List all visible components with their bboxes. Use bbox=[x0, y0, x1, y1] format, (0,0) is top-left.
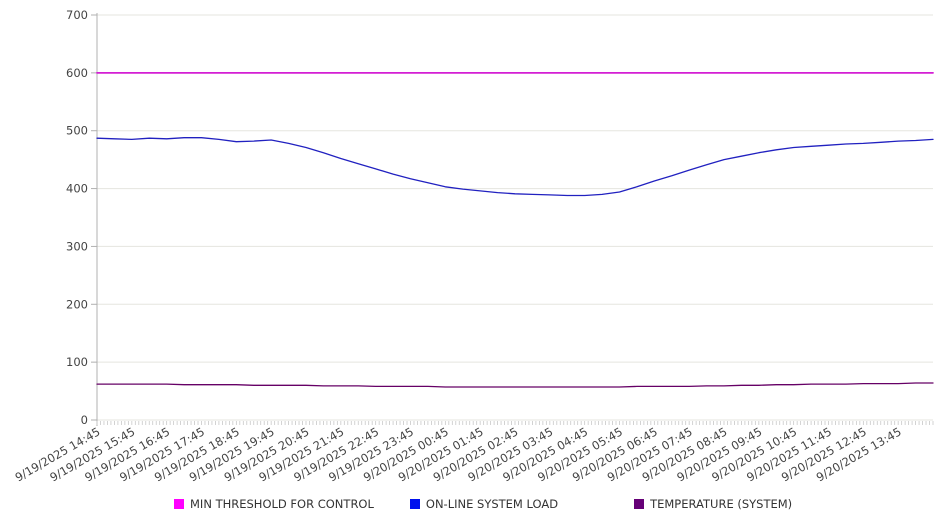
legend-label-temperature: TEMPERATURE (SYSTEM) bbox=[650, 497, 793, 511]
y-tick-label: 100 bbox=[66, 355, 88, 369]
y-axis: 0 100 200 300 400 500 600 700 bbox=[66, 8, 98, 427]
y-tick-label: 500 bbox=[66, 124, 88, 138]
legend-item-temperature: TEMPERATURE (SYSTEM) bbox=[634, 497, 792, 511]
legend-item-min-threshold: MIN THRESHOLD FOR CONTROL bbox=[174, 497, 374, 511]
legend: MIN THRESHOLD FOR CONTROL ON-LINE SYSTEM… bbox=[0, 493, 946, 515]
legend-label-min-threshold: MIN THRESHOLD FOR CONTROL bbox=[190, 497, 374, 511]
series-line bbox=[96, 382, 934, 388]
x-axis: 9/19/2025 14:459/19/2025 15:459/19/2025 … bbox=[13, 421, 934, 484]
legend-label-system-load: ON-LINE SYSTEM LOAD bbox=[425, 497, 559, 511]
y-tick-label: 700 bbox=[66, 8, 88, 22]
y-tick-label: 400 bbox=[66, 182, 88, 196]
y-tick-label: 200 bbox=[66, 297, 88, 311]
legend-swatch-min-threshold-icon bbox=[174, 499, 184, 509]
legend-swatch-temperature-icon bbox=[634, 499, 645, 509]
series-line bbox=[96, 137, 934, 197]
y-tick-label: 0 bbox=[81, 413, 88, 427]
gridlines bbox=[97, 14, 933, 421]
legend-swatch-system-load-icon bbox=[409, 499, 420, 509]
series-lines bbox=[96, 72, 934, 388]
y-tick-label: 300 bbox=[66, 239, 88, 253]
legend-item-system-load: ON-LINE SYSTEM LOAD bbox=[409, 497, 559, 511]
y-tick-label: 600 bbox=[66, 66, 88, 80]
